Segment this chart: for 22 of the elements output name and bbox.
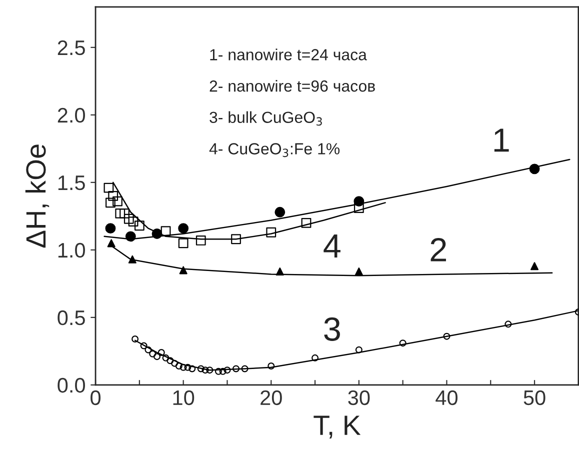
y-tick-label: 0.5: [58, 310, 85, 326]
x-tick-label: 20: [260, 390, 282, 406]
x-tick-label: 0: [90, 390, 101, 406]
y-tick-label: 2.5: [58, 40, 85, 56]
y-tick-label: 0.0: [58, 378, 85, 393]
annotation: 4: [324, 234, 340, 258]
annotation: 3: [324, 317, 340, 341]
y-axis-title: ΔH, kOe: [25, 144, 50, 248]
x-tick-label: 10: [173, 390, 194, 406]
x-tick-label: 30: [348, 390, 370, 406]
y-tick-label: 1.0: [58, 242, 85, 258]
x-axis-title: T, K: [314, 416, 361, 438]
annotation: 4- CuGeO$_{3}$:Fe 1%: [209, 143, 340, 158]
y-tick-label: 2.0: [58, 108, 85, 123]
annotation: 1- nanowire t=24 часа: [210, 48, 367, 60]
annotation: 2- nanowire t=96 часов: [210, 80, 375, 92]
y-tick-label: 1.5: [58, 176, 85, 190]
annotation: 3- bulk CuGeO$_{3}$: [210, 111, 322, 126]
x-tick-label: 40: [436, 390, 458, 406]
annotation: 2: [430, 238, 446, 262]
x-tick-label: 50: [524, 390, 546, 406]
annotation: 1: [494, 128, 509, 152]
